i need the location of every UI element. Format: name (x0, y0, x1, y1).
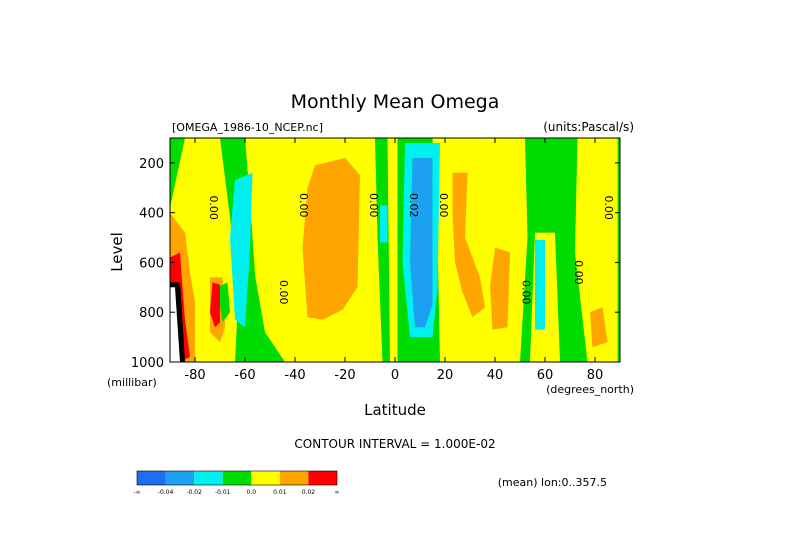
contour-label: 0.00 (520, 280, 533, 305)
x-unit-label: (degrees_north) (546, 383, 634, 396)
contour-region (432, 138, 528, 362)
colorbar-swatch (308, 471, 337, 485)
y-axis-label: Level (108, 232, 126, 272)
contour-label: 0.00 (297, 193, 310, 218)
chart-title: Monthly Mean Omega (291, 91, 500, 113)
colorbar-swatch (279, 471, 309, 485)
colorbar-swatch (222, 471, 252, 485)
contour-interval-text: CONTOUR INTERVAL = 1.000E-02 (294, 437, 495, 451)
contour-region (490, 247, 510, 330)
contour-region (217, 282, 230, 323)
y-tick-label: 600 (139, 256, 164, 271)
x-tick-label: 0 (391, 368, 399, 383)
colorbar-label: -0.04 (158, 489, 174, 496)
contour-region (452, 172, 485, 318)
y-tick-label: 200 (139, 157, 164, 172)
x-axis: -80 -60 -40 -20 0 20 40 60 80 (184, 138, 603, 383)
contour-region (387, 138, 398, 362)
contour-label: 0.02 (407, 193, 420, 218)
x-tick-label: 60 (537, 368, 554, 383)
contour-region (535, 240, 545, 330)
colorbar-label: -∞ (133, 489, 140, 496)
contour-labels: 0.00 0.00 0.00 0.00 0.02 0.00 0.00 0.00 0.00 (207, 193, 615, 305)
contour-label: 0.00 (207, 195, 220, 220)
y-tick-label: 400 (139, 207, 164, 222)
contour-label: 0.00 (572, 260, 585, 285)
units-label: (units:Pascal/s) (543, 120, 634, 134)
colorbar-label: -0.01 (215, 489, 231, 496)
file-label: [OMEGA_1986-10_NCEP.nc] (172, 121, 323, 134)
colorbar-swatch (251, 471, 280, 485)
contour-region (575, 138, 618, 362)
x-tick-label: 40 (487, 368, 504, 383)
contour-label: 0.00 (437, 193, 450, 218)
contour-label: 0.00 (277, 280, 290, 305)
missing-data-region (170, 287, 180, 362)
contour-region (590, 307, 608, 348)
y-axis: 200 400 600 800 1000 (131, 157, 620, 371)
contour-region (302, 157, 360, 320)
colorbar-frame (136, 470, 338, 486)
colorbar: -∞ -0.04 -0.02 -0.01 0.0 0.01 0.02 ∞ (133, 470, 340, 496)
x-tick-label: 80 (587, 368, 604, 383)
y-unit-label: (millibar) (107, 376, 157, 389)
colorbar-label: -0.02 (186, 489, 202, 496)
colorbar-label: 0.01 (273, 489, 287, 496)
y-tick-label: 1000 (131, 356, 164, 371)
contour-region (210, 282, 220, 328)
x-tick-label: -40 (284, 368, 305, 383)
colorbar-label: 0.0 (247, 489, 257, 496)
x-tick-label: -20 (334, 368, 355, 383)
colorbar-swatch (194, 471, 223, 485)
contour-label: 0.00 (602, 195, 615, 220)
contour-region (380, 205, 388, 243)
x-axis-label: Latitude (364, 401, 426, 419)
y-tick-label: 800 (139, 306, 164, 321)
contour-fill-layer (170, 138, 620, 362)
x-tick-label: 20 (437, 368, 454, 383)
x-tick-label: -80 (184, 368, 205, 383)
contour-label: 0.00 (367, 193, 380, 218)
colorbar-swatch (165, 471, 195, 485)
colorbar-label: ∞ (335, 489, 340, 496)
x-tick-label: -60 (234, 368, 255, 383)
contour-region (230, 172, 253, 328)
contour-region (410, 157, 433, 328)
footer-text: (mean) lon:0..357.5 (498, 476, 607, 489)
colorbar-swatch (137, 471, 166, 485)
colorbar-label: 0.02 (302, 489, 316, 496)
